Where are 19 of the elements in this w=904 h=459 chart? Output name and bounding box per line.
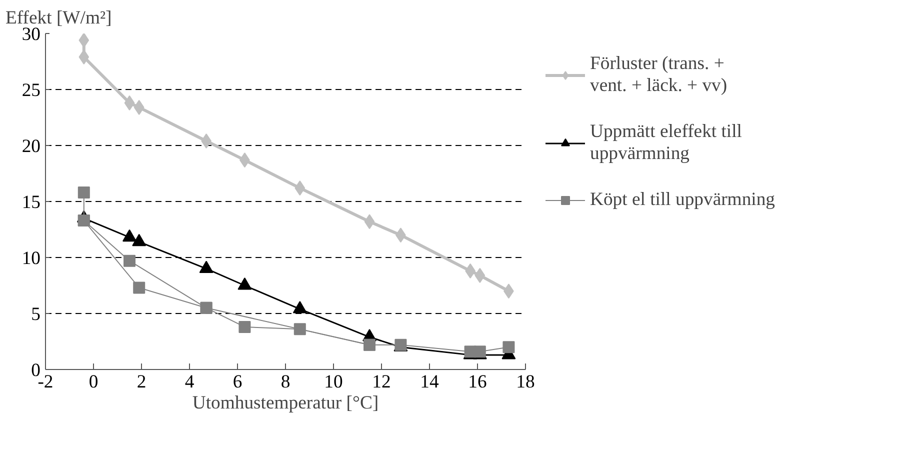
x-tick-label: 6 — [232, 372, 242, 392]
legend-label: Köpt el till uppvärmning — [590, 189, 775, 211]
x-tick-label: 10 — [324, 372, 343, 392]
x-axis-title: Utomhustemperatur [°C] — [192, 392, 379, 414]
y-tick-label: 5 — [31, 304, 40, 325]
x-tick-label: 8 — [280, 372, 290, 392]
x-tick-label: 0 — [88, 372, 98, 392]
y-tick-label: 15 — [22, 192, 40, 213]
y-tick-label: 10 — [22, 248, 40, 269]
legend-label: Uppmätt eleffekt till uppvärmning — [590, 121, 742, 165]
x-tick-label: 18 — [516, 372, 535, 392]
x-tick-label: 4 — [184, 372, 195, 392]
x-tick-label: 14 — [420, 372, 440, 392]
x-tick-label: 12 — [372, 372, 391, 392]
y-tick-label: 20 — [22, 136, 40, 157]
y-tick-label: 25 — [22, 80, 40, 101]
x-tick-label: 2 — [136, 372, 146, 392]
x-tick-label: 16 — [468, 372, 487, 392]
legend-label: Förluster (trans. + vent. + läck. + vv) — [590, 53, 728, 97]
